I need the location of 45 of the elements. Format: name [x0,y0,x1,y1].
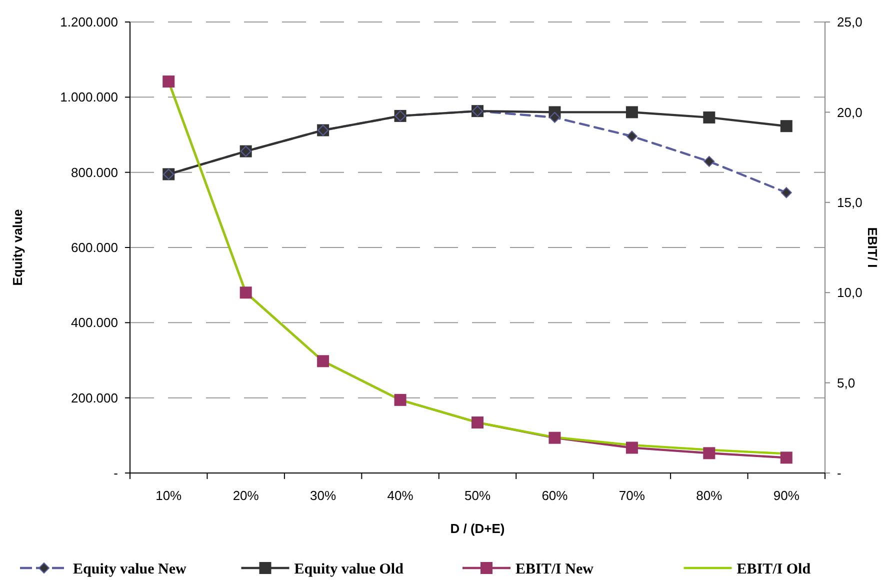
point [548,432,561,444]
x-tick-label: 70% [618,488,646,503]
x-tick-label: 10% [156,488,182,503]
y-tick-label: 800.000 [71,164,118,180]
y2-tick-label: 25,0 [837,14,862,30]
y-tick-label: 1.200.000 [60,14,118,30]
y2-tick-label: 20,0 [837,104,862,120]
point [780,187,792,198]
y-tick-label: 400.000 [71,315,118,330]
point [704,156,715,167]
x-tick-label: 50% [464,488,491,503]
point [549,112,560,123]
point [703,447,716,460]
point [780,452,792,464]
point [394,394,406,406]
legend-label: EBIT/I New [516,561,594,578]
x-tick-label: 40% [387,488,414,503]
x-tick-label: 20% [232,488,260,503]
point [472,416,484,428]
point [703,111,716,124]
y-tick-label: 600.000 [71,240,118,256]
point [162,76,175,88]
y2-tick-label: 15,0 [837,194,862,210]
point [317,355,330,368]
y2-tick-label: 5,0 [837,375,856,390]
legend-label: Equity value New [73,561,187,578]
x-tick-label: 30% [310,488,336,503]
y-tick-label: 1.000.000 [60,90,118,105]
y2-tick-label: 10,0 [837,285,862,300]
y2-axis-title: EBIT/ I [865,227,880,268]
point [626,130,638,142]
point [780,120,792,132]
point [626,442,638,454]
legend-label: Equity value Old [294,561,404,578]
x-axis-title: D / (D+E) [450,521,505,536]
y-tick-label: - [114,466,118,481]
y-tick-label: 200.000 [71,390,118,406]
legend-label: EBIT/I Old [736,561,812,578]
y2-tick-label: - [837,466,842,481]
y-axis-title: Equity value [10,209,25,286]
x-tick-label: 90% [773,488,800,503]
x-tick-label: 60% [542,488,568,503]
x-tick-label: 80% [696,488,723,503]
point [240,286,252,299]
point [626,106,638,118]
